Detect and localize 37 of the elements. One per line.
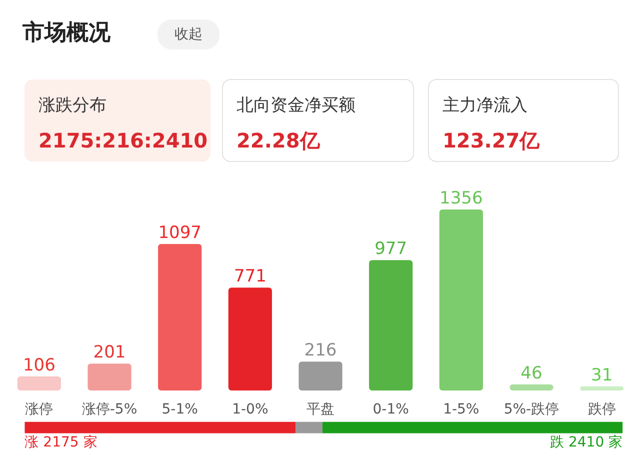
bar (580, 386, 624, 390)
text: 123.27亿 (442, 128, 541, 152)
bar (228, 288, 272, 390)
x-tick-label: 涨停 (25, 402, 54, 418)
data-label: 涨 2175 家 (24, 434, 98, 451)
text: 主力净流入 (442, 96, 528, 116)
text: 涨跌分布 (38, 96, 106, 116)
x-tick-label: 1-0% (232, 402, 268, 418)
data-label: 46 (520, 363, 542, 384)
x-tick-label: 5-1% (162, 402, 198, 418)
bar (510, 384, 554, 390)
data-label: 216 (304, 340, 337, 361)
bar (88, 364, 132, 390)
data-label: 977 (374, 239, 408, 260)
bar (298, 362, 342, 390)
data-label: 201 (93, 342, 126, 363)
bar (369, 260, 413, 390)
data-label: 1356 (440, 188, 483, 208)
x-tick-label: 5%-跌停 (504, 402, 560, 418)
bar (439, 209, 483, 390)
data-label: 106 (22, 355, 56, 376)
text: 市场概况 (22, 20, 112, 46)
bar (17, 376, 61, 390)
text: 2175:216:2410 (38, 128, 208, 152)
text: 北向资金净买额 (236, 96, 356, 116)
x-tick-label: 1-5% (443, 402, 480, 418)
text: 收起 (174, 26, 202, 42)
data-label: 1097 (158, 223, 202, 244)
x-tick-label: 平盘 (306, 402, 334, 418)
data-label: 跌 2410 家 (550, 434, 623, 451)
text: 22.28亿 (236, 128, 321, 152)
bar (158, 244, 202, 390)
data-label: 771 (234, 266, 266, 287)
data-label: 31 (591, 365, 613, 386)
x-tick-label: 0-1% (372, 402, 409, 418)
x-tick-label: 跌停 (588, 402, 616, 418)
x-tick-label: 涨停-5% (82, 402, 138, 418)
